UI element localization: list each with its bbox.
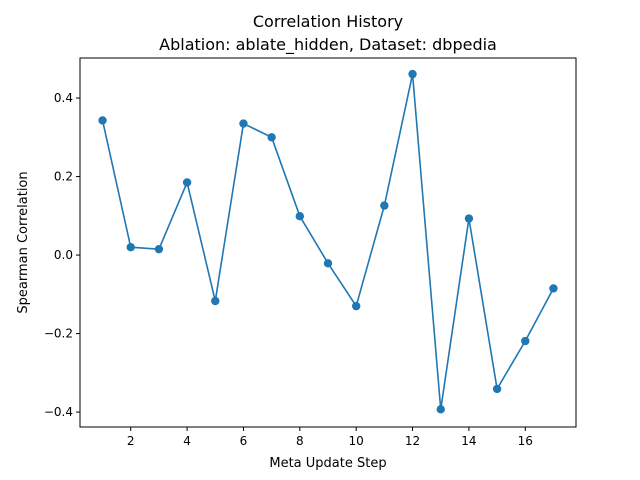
data-point: [492, 384, 502, 394]
y-tick-label: 0.2: [54, 170, 73, 184]
axes-background: [80, 58, 576, 427]
data-point: [436, 405, 445, 414]
data-point: [380, 201, 389, 210]
y-axis-ticks: −0.4 −0.2 0.0 0.2 0.4: [44, 91, 80, 419]
data-point: [464, 214, 474, 223]
y-axis-label: Spearman Correlation: [16, 171, 31, 313]
x-tick-label: 6: [240, 434, 248, 448]
data-point: [154, 244, 164, 254]
axes-frame: [79, 57, 577, 428]
chart-title-line2: Ablation: ablate_hidden, Dataset: dbpedi…: [159, 35, 497, 55]
data-point: [98, 116, 107, 125]
y-tick-label: −0.4: [44, 405, 73, 419]
x-tick-label: 8: [296, 434, 304, 448]
y-tick-label: 0.0: [54, 248, 73, 262]
y-tick-label: −0.2: [44, 327, 73, 341]
data-point: [408, 69, 417, 79]
series-layer: [98, 69, 558, 414]
x-tick-label: 4: [183, 434, 191, 448]
data-point: [521, 336, 530, 346]
x-tick-label: 14: [461, 434, 476, 448]
x-tick-label: 10: [349, 434, 364, 448]
data-point: [295, 211, 305, 221]
x-axis-ticks: 2 4 6 8 10 12 14 16: [127, 427, 533, 448]
data-point: [351, 301, 361, 311]
x-tick-label: 12: [405, 434, 420, 448]
data-point: [239, 119, 248, 128]
y-tick-label: 0.4: [54, 91, 73, 105]
data-point: [126, 243, 135, 252]
data-point: [549, 284, 558, 293]
data-point: [323, 259, 333, 268]
chart-title-line1: Correlation History: [253, 12, 403, 31]
plot-area: 2 4 6 8 10 12 14 16 −0.4 −0.2 0.0 0.2 0.4: [44, 57, 577, 448]
x-axis-label: Meta Update Step: [269, 456, 386, 471]
data-point: [182, 178, 192, 187]
data-point: [267, 133, 276, 142]
x-tick-label: 16: [518, 434, 533, 448]
data-point: [211, 296, 220, 306]
x-tick-label: 2: [127, 434, 135, 448]
